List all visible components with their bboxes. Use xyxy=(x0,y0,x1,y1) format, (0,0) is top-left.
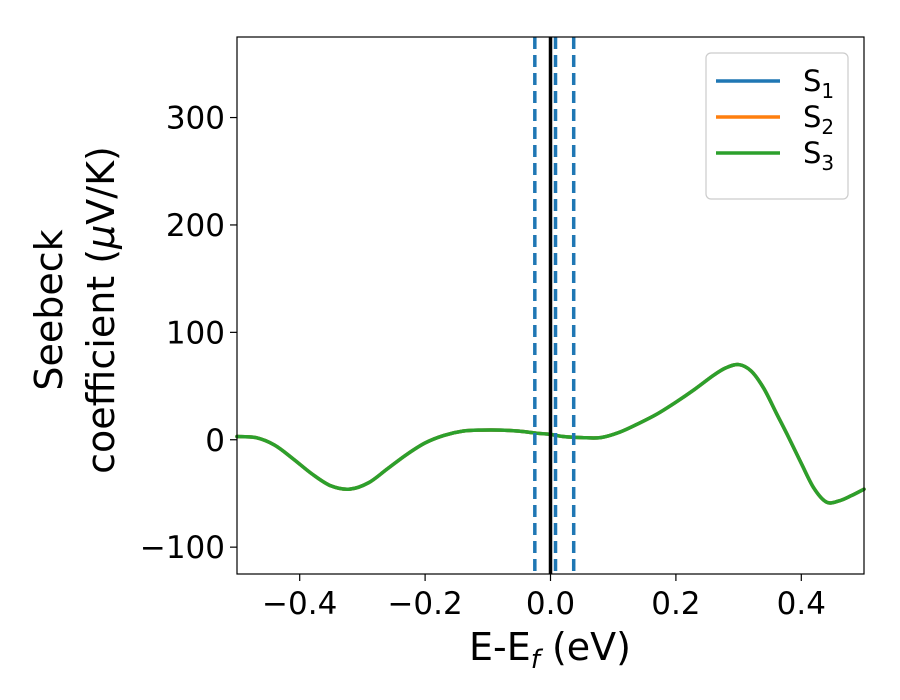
y-tick-label: 200 xyxy=(166,208,225,244)
x-axis-label: E-Ef (eV) xyxy=(469,625,631,675)
legend-label-1: S1 xyxy=(803,64,834,103)
y-axis-ticks: −100 0 100 200 300 xyxy=(140,101,237,566)
y-tick-label: 100 xyxy=(166,315,225,351)
x-tick-label: −0.4 xyxy=(262,586,337,622)
y-tick-label: −100 xyxy=(140,530,225,566)
legend-label-3: S3 xyxy=(803,136,834,175)
y-axis-label-line1: Seebeck xyxy=(27,229,71,390)
y-axis-label-line2: coefficient (μV/K) xyxy=(79,146,123,474)
x-tick-label: −0.2 xyxy=(387,586,462,622)
legend-box xyxy=(705,52,849,200)
y-axis-label: Seebeck coefficient (μV/K) xyxy=(27,146,123,474)
series-layer xyxy=(235,362,866,505)
x-tick-label: 0.2 xyxy=(651,586,700,622)
x-axis-ticks: −0.4 −0.2 0.0 0.2 0.4 xyxy=(262,574,826,622)
legend-label-2: S2 xyxy=(803,100,834,139)
series-line-3 xyxy=(235,362,866,505)
y-tick-label: 0 xyxy=(205,423,225,459)
x-tick-label: 0.0 xyxy=(526,586,575,622)
y-tick-label: 300 xyxy=(166,101,225,137)
x-tick-label: 0.4 xyxy=(777,586,826,622)
vertical-lines-layer xyxy=(533,37,576,574)
